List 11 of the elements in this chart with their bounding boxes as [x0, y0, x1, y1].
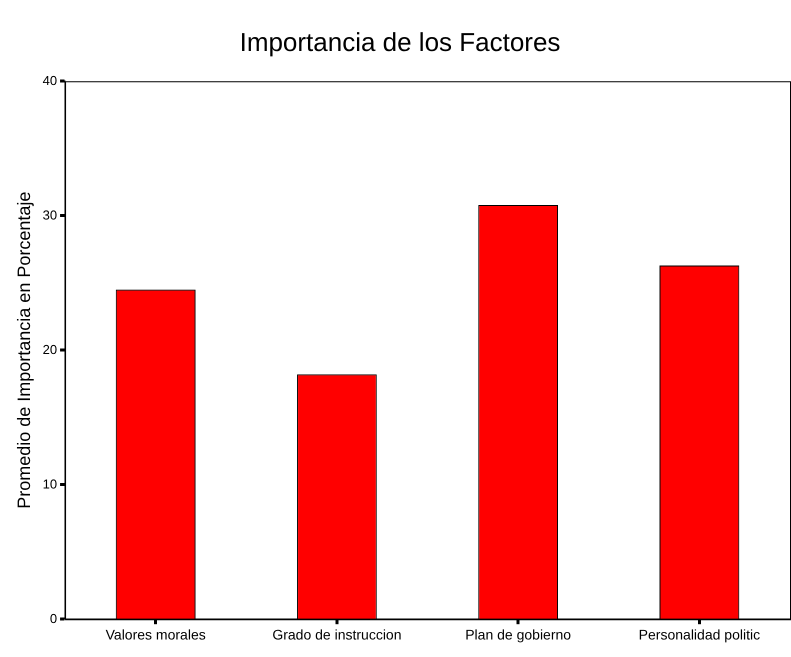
x-tick-label: Valores morales: [106, 626, 206, 642]
x-tick-label: Grado de instruccion: [272, 626, 402, 642]
y-tick-label: 0: [50, 610, 58, 626]
y-tick-label: 10: [42, 476, 58, 492]
y-tick-label: 30: [42, 207, 58, 222]
y-tick-label: 40: [42, 72, 58, 88]
y-axis-title: Promedio de Importancia en Porcentaje: [14, 192, 34, 509]
x-tick-label: Personalidad politic: [638, 626, 760, 642]
chart-title: Importancia de los Factores: [240, 26, 560, 57]
y-tick-label: 20: [42, 342, 58, 357]
x-tick-label: Plan de gobierno: [465, 626, 572, 642]
